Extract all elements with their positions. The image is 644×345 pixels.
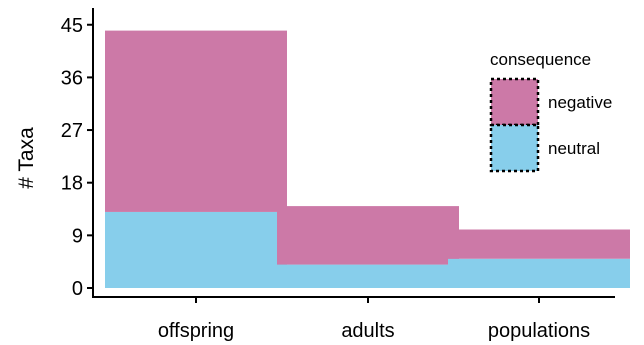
y-tick-label: 18 [61, 173, 83, 195]
y-tick-label: 0 [72, 278, 83, 300]
bars-layer [105, 30, 630, 288]
y-tick-label: 45 [61, 15, 83, 37]
y-axis-title: # Taxa [15, 127, 38, 189]
legend: consequence negative neutral [489, 50, 612, 173]
legend-label-negative: negative [548, 93, 612, 112]
legend-key-neutral [489, 123, 540, 173]
x-tick-label-offspring: offspring [158, 320, 234, 342]
y-tick-label: 36 [61, 67, 83, 89]
y-tick-label: 9 [72, 225, 83, 247]
x-ticks: offspring adults populations [158, 297, 590, 342]
bar-adults-neutral [277, 264, 459, 288]
legend-key-negative [489, 77, 540, 127]
legend-title: consequence [490, 50, 591, 69]
axes-layer [92, 8, 615, 298]
bar-populations-negative [448, 229, 630, 259]
y-ticks: 0 9 18 27 36 45 [61, 15, 93, 300]
bar-offspring-neutral [105, 211, 287, 288]
bar-populations-neutral [448, 258, 630, 288]
x-tick-label-populations: populations [488, 320, 590, 342]
bar-offspring-negative [105, 30, 287, 212]
x-tick-label-adults: adults [341, 320, 394, 342]
y-tick-label: 27 [61, 120, 83, 142]
bar-adults-negative [277, 206, 459, 265]
legend-label-neutral: neutral [548, 139, 600, 158]
